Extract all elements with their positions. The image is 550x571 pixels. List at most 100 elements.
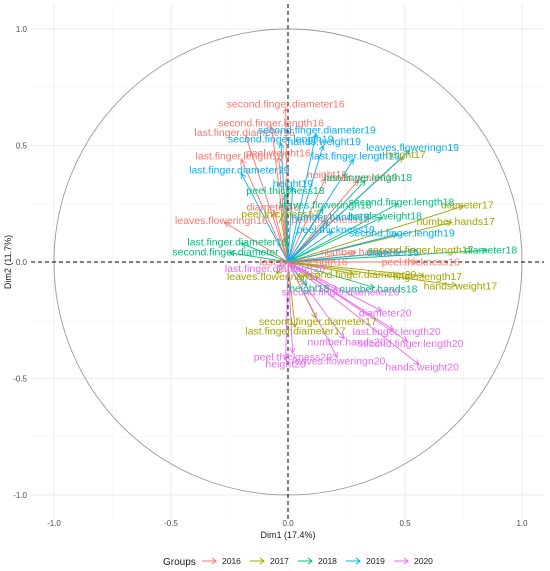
arrow-shaft bbox=[275, 261, 289, 274]
arrow-head bbox=[404, 149, 411, 156]
variable-label: last.finger.length16 bbox=[260, 257, 348, 269]
arrow-shaft bbox=[287, 261, 345, 340]
x-tick-label: 0.0 bbox=[282, 519, 294, 528]
variable-label: height18 bbox=[289, 283, 329, 295]
arrow-head bbox=[278, 142, 285, 149]
variable-label: leaves.floweringn18 bbox=[279, 200, 372, 212]
variable-label: number.hands18 bbox=[339, 283, 417, 295]
variable-label: diameter19 bbox=[366, 247, 419, 259]
arrow-shaft bbox=[271, 126, 289, 263]
variable-label: finger.length17 bbox=[393, 271, 462, 283]
variable-label: second.finger.diameter bbox=[172, 247, 279, 259]
variable-label: second.finger.length17 bbox=[368, 244, 474, 256]
arrow-shaft bbox=[287, 252, 356, 263]
arrow-head bbox=[392, 232, 399, 239]
labels-layer: second.finger.diameter16 second.finger.le… bbox=[172, 99, 517, 374]
arrow-shaft bbox=[287, 261, 338, 358]
ticks-layer: -1.0 -0.5 0.0 0.5 1.0 -1.0 -0.5 0.0 0.5 1.0 bbox=[13, 25, 528, 528]
arrow-shaft bbox=[287, 219, 329, 263]
arrow-head bbox=[411, 259, 418, 265]
variable-label: number.hands19 bbox=[291, 212, 369, 224]
arrow-head bbox=[411, 247, 418, 254]
arrow-head bbox=[276, 156, 283, 163]
variable-label: peel.thickness20 bbox=[254, 351, 332, 363]
arrow-head bbox=[312, 132, 318, 140]
arrow-head bbox=[348, 269, 355, 276]
arrow-shaft bbox=[287, 261, 382, 312]
arrow-shaft bbox=[287, 177, 326, 263]
variable-label: height19 bbox=[273, 178, 313, 190]
legend-item-label: 2017 bbox=[270, 556, 289, 566]
arrow-head bbox=[278, 216, 285, 224]
arrow-head bbox=[413, 359, 420, 366]
legend-title: Groups bbox=[163, 557, 196, 568]
arrow-head bbox=[375, 306, 383, 312]
arrow-shaft bbox=[287, 261, 424, 277]
variable-label: last.finger.length18 bbox=[324, 172, 412, 184]
arrow-head bbox=[350, 250, 357, 257]
y-axis-title: Dim2 (11.7%) bbox=[3, 235, 13, 289]
arrow-shaft bbox=[285, 261, 289, 360]
arrow-shaft bbox=[278, 157, 289, 263]
arrow-shaft bbox=[287, 205, 464, 263]
variable-label: leaves.floweringn20 bbox=[293, 356, 386, 368]
variable-label: last.finger.length16 bbox=[195, 150, 283, 162]
arrow-head bbox=[269, 125, 276, 133]
variable-label: peel.thickness16 bbox=[292, 214, 370, 226]
arrow-shaft bbox=[287, 159, 354, 263]
variable-label: last.finger.length19 bbox=[312, 151, 400, 163]
arrow-shaft bbox=[287, 233, 399, 263]
arrow-shaft bbox=[287, 133, 317, 263]
legend-item-label: 2019 bbox=[366, 556, 385, 566]
variable-label: height16 bbox=[307, 169, 347, 181]
y-tick-label: 0.5 bbox=[16, 142, 28, 151]
arrow-shaft bbox=[287, 145, 324, 263]
y-tick-label: -1.0 bbox=[13, 491, 27, 500]
arrow-head bbox=[272, 209, 279, 217]
variable-label: second.finger.diameter17 bbox=[259, 316, 377, 328]
variable-label: diameter20 bbox=[359, 307, 412, 319]
arrow-head bbox=[275, 268, 282, 275]
variable-label: leaves.floweringn16 bbox=[175, 215, 268, 227]
arrow-head bbox=[446, 220, 453, 227]
variable-label: last.finger.diameter20 bbox=[225, 263, 326, 275]
arrow-head bbox=[392, 203, 399, 209]
arrow-head bbox=[375, 217, 383, 223]
variable-label: height17 bbox=[385, 149, 425, 161]
arrow-head bbox=[318, 144, 325, 152]
arrow-head bbox=[322, 219, 329, 226]
arrow-shaft bbox=[273, 210, 289, 263]
arrow-head bbox=[457, 204, 465, 211]
arrow-head bbox=[317, 207, 324, 215]
arrow-shaft bbox=[287, 252, 389, 263]
x-tick-label: -1.0 bbox=[47, 519, 61, 528]
variable-label: number.hands20 bbox=[307, 337, 385, 349]
arrow-shaft bbox=[287, 203, 399, 263]
variable-label: second.finger.diameter20 bbox=[282, 286, 400, 298]
arrow-head bbox=[338, 333, 345, 340]
arrow-head bbox=[301, 279, 308, 287]
arrow-head bbox=[282, 354, 289, 361]
variable-label: last.finger.length20 bbox=[353, 326, 441, 338]
variable-label: second.finger.length16 bbox=[218, 117, 324, 129]
arrow-shaft bbox=[287, 187, 294, 263]
arrow-shaft bbox=[287, 261, 354, 275]
arrow-head bbox=[352, 179, 359, 187]
arrow-shaft bbox=[278, 261, 289, 268]
arrow-head bbox=[348, 158, 355, 166]
variable-label: leaves.floweringn17 bbox=[227, 271, 320, 283]
arrow-head bbox=[368, 283, 376, 290]
variable-label: height20 bbox=[265, 358, 305, 370]
legend-key-arrow bbox=[403, 557, 409, 565]
legend-key-arrow bbox=[307, 557, 313, 565]
arrow-shaft bbox=[287, 149, 410, 263]
arrow-shaft bbox=[287, 261, 408, 342]
variable-label: hands.weight17 bbox=[424, 280, 498, 292]
arrow-shaft bbox=[240, 159, 289, 263]
variable-label: second.finger.diameter19 bbox=[258, 124, 376, 136]
variable-label: peel.thickness18 bbox=[246, 185, 324, 197]
variable-label: second.finger.length19 bbox=[349, 228, 455, 240]
arrow-head bbox=[240, 242, 247, 248]
arrow-head bbox=[383, 250, 390, 257]
